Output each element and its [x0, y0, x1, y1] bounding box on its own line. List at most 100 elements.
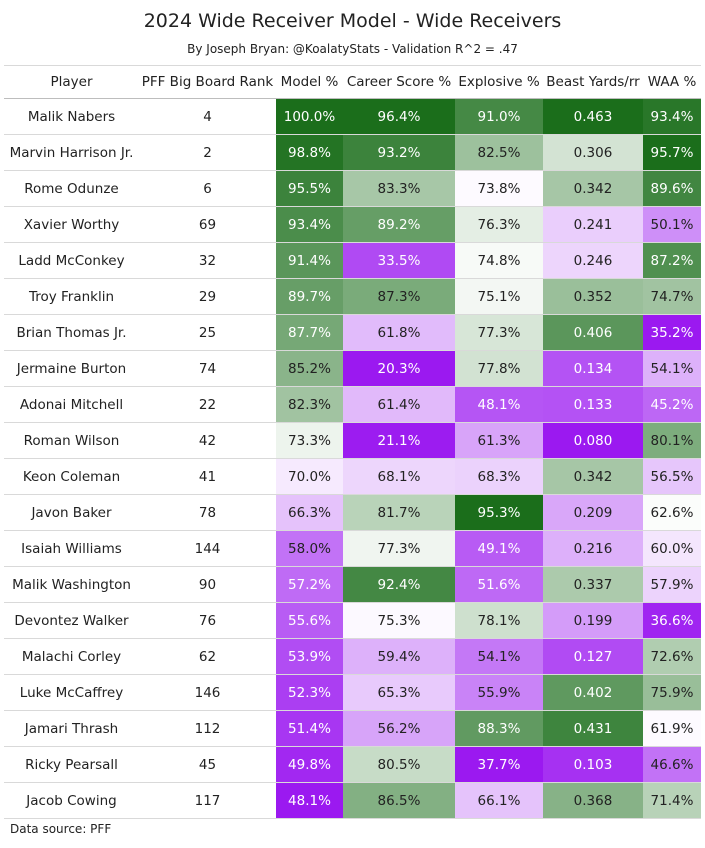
table-row: Javon Baker 78 66.3% 81.7% 95.3% 0.209 62.6%: [4, 494, 701, 531]
receiver-table: Player PFF Big Board Rank Model % Career…: [4, 65, 701, 819]
cell-career: 77.3%: [343, 530, 455, 567]
cell-player: Keon Coleman: [4, 458, 139, 495]
cell-waa: 46.6%: [643, 746, 701, 783]
cell-explosive: 91.0%: [455, 98, 543, 135]
cell-model: 55.6%: [276, 602, 343, 639]
cell-beast: 0.402: [543, 674, 643, 711]
cell-rank: 76: [139, 602, 276, 639]
cell-player: Ladd McConkey: [4, 242, 139, 279]
cell-explosive: 78.1%: [455, 602, 543, 639]
cell-model: 95.5%: [276, 170, 343, 207]
cell-player: Ricky Pearsall: [4, 746, 139, 783]
cell-waa: 95.7%: [643, 134, 701, 171]
cell-player: Jermaine Burton: [4, 350, 139, 387]
cell-model: 100.0%: [276, 98, 343, 135]
cell-beast: 0.368: [543, 782, 643, 819]
cell-explosive: 76.3%: [455, 206, 543, 243]
cell-model: 53.9%: [276, 638, 343, 675]
column-header-player[interactable]: Player: [4, 65, 139, 99]
cell-career: 75.3%: [343, 602, 455, 639]
cell-career: 81.7%: [343, 494, 455, 531]
cell-player: Malachi Corley: [4, 638, 139, 675]
cell-model: 89.7%: [276, 278, 343, 315]
cell-rank: 78: [139, 494, 276, 531]
cell-model: 48.1%: [276, 782, 343, 819]
column-header-beast[interactable]: Beast Yards/rr: [543, 65, 643, 99]
cell-rank: 62: [139, 638, 276, 675]
cell-rank: 69: [139, 206, 276, 243]
cell-model: 73.3%: [276, 422, 343, 459]
cell-player: Adonai Mitchell: [4, 386, 139, 423]
cell-career: 92.4%: [343, 566, 455, 603]
cell-model: 66.3%: [276, 494, 343, 531]
cell-career: 65.3%: [343, 674, 455, 711]
cell-career: 93.2%: [343, 134, 455, 171]
cell-waa: 71.4%: [643, 782, 701, 819]
cell-model: 91.4%: [276, 242, 343, 279]
cell-explosive: 61.3%: [455, 422, 543, 459]
cell-rank: 6: [139, 170, 276, 207]
cell-waa: 80.1%: [643, 422, 701, 459]
cell-waa: 60.0%: [643, 530, 701, 567]
cell-player: Javon Baker: [4, 494, 139, 531]
cell-rank: 41: [139, 458, 276, 495]
cell-waa: 75.9%: [643, 674, 701, 711]
cell-player: Luke McCaffrey: [4, 674, 139, 711]
cell-model: 70.0%: [276, 458, 343, 495]
cell-player: Marvin Harrison Jr.: [4, 134, 139, 171]
table-row: Roman Wilson 42 73.3% 21.1% 61.3% 0.080 80.1%: [4, 422, 701, 459]
column-header-rank[interactable]: PFF Big Board Rank: [139, 65, 276, 99]
table-row: Brian Thomas Jr. 25 87.7% 61.8% 77.3% 0.406 35…: [4, 314, 701, 351]
cell-rank: 117: [139, 782, 276, 819]
cell-career: 61.4%: [343, 386, 455, 423]
cell-waa: 35.2%: [643, 314, 701, 351]
table-row: Jamari Thrash 112 51.4% 56.2% 88.3% 0.431 61.9…: [4, 710, 701, 747]
cell-player: Isaiah Williams: [4, 530, 139, 567]
table-row: Malachi Corley 62 53.9% 59.4% 54.1% 0.127 72.6…: [4, 638, 701, 675]
cell-beast: 0.342: [543, 458, 643, 495]
cell-model: 85.2%: [276, 350, 343, 387]
table-row: Adonai Mitchell 22 82.3% 61.4% 48.1% 0.133 45.…: [4, 386, 701, 423]
cell-explosive: 74.8%: [455, 242, 543, 279]
column-header-waa[interactable]: WAA %: [643, 65, 701, 99]
table-row: Troy Franklin 29 89.7% 87.3% 75.1% 0.352 74.7%: [4, 278, 701, 315]
cell-explosive: 88.3%: [455, 710, 543, 747]
cell-explosive: 37.7%: [455, 746, 543, 783]
cell-waa: 74.7%: [643, 278, 701, 315]
cell-rank: 29: [139, 278, 276, 315]
cell-career: 61.8%: [343, 314, 455, 351]
cell-player: Rome Odunze: [4, 170, 139, 207]
cell-explosive: 77.3%: [455, 314, 543, 351]
table-row: Malik Washington 90 57.2% 92.4% 51.6% 0.337 57…: [4, 566, 701, 603]
cell-explosive: 75.1%: [455, 278, 543, 315]
cell-waa: 54.1%: [643, 350, 701, 387]
cell-career: 83.3%: [343, 170, 455, 207]
cell-rank: 146: [139, 674, 276, 711]
cell-waa: 72.6%: [643, 638, 701, 675]
cell-waa: 61.9%: [643, 710, 701, 747]
cell-waa: 50.1%: [643, 206, 701, 243]
cell-career: 96.4%: [343, 98, 455, 135]
cell-player: Brian Thomas Jr.: [4, 314, 139, 351]
table-row: Marvin Harrison Jr. 2 98.8% 93.2% 82.5% 0.306…: [4, 134, 701, 171]
table-row: Malik Nabers 4 100.0% 96.4% 91.0% 0.463 93.4%: [4, 98, 701, 135]
table-row: Ladd McConkey 32 91.4% 33.5% 74.8% 0.246 87.2%: [4, 242, 701, 279]
cell-rank: 42: [139, 422, 276, 459]
column-header-explosive[interactable]: Explosive %: [455, 65, 543, 99]
column-header-model[interactable]: Model %: [276, 65, 343, 99]
table-row: Keon Coleman 41 70.0% 68.1% 68.3% 0.342 56.5%: [4, 458, 701, 495]
column-header-career[interactable]: Career Score %: [343, 65, 455, 99]
cell-career: 80.5%: [343, 746, 455, 783]
cell-player: Devontez Walker: [4, 602, 139, 639]
cell-career: 87.3%: [343, 278, 455, 315]
cell-explosive: 55.9%: [455, 674, 543, 711]
cell-explosive: 77.8%: [455, 350, 543, 387]
data-source-note: Data source: PFF: [10, 822, 112, 836]
cell-player: Troy Franklin: [4, 278, 139, 315]
cell-waa: 56.5%: [643, 458, 701, 495]
cell-rank: 32: [139, 242, 276, 279]
cell-beast: 0.463: [543, 98, 643, 135]
cell-rank: 144: [139, 530, 276, 567]
cell-model: 49.8%: [276, 746, 343, 783]
